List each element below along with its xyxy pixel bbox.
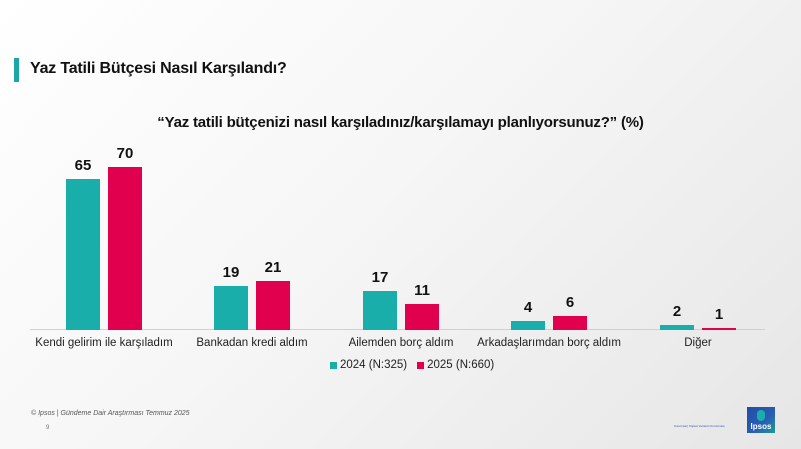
category-label: Ailemden borç aldım [348,337,454,349]
value-label: 6 [565,294,575,311]
bar-2025 [256,281,290,330]
value-label: 19 [222,264,240,281]
legend-swatch [330,361,337,369]
category-label: Kendi gelirim ile karşıladım [35,337,173,349]
chart-baseline [30,329,765,330]
legend-label: 2024 (N:325) [340,359,408,371]
source-footer: © Ipsos | Gündeme Dair Araştırması Temmu… [31,410,190,417]
bar-2024 [66,179,100,330]
category-label: Bankadan kredi aldım [196,337,308,349]
bar-group-kendi-gelirim: 65 70 [30,140,178,330]
value-label: 70 [116,145,134,162]
title-accent-bar [14,58,19,82]
value-label: 11 [414,282,430,299]
page-number: 9 [46,425,50,431]
chart-legend: 2024 (N:325) 2025 (N:660) [330,359,494,371]
value-label: 4 [523,299,533,316]
chart-title: “Yaz tatili bütçenizi nasıl karşıladınız… [157,114,644,131]
legend-swatch [417,361,425,369]
value-label: 21 [264,259,282,276]
logo-mark-icon [757,410,765,421]
value-label: 2 [672,303,682,320]
classification-note: Kurumsal | Kişisel Verilerin Korunması [674,424,725,428]
bar-2025 [108,167,142,330]
legend-item-2025: 2025 (N:660) [417,359,494,371]
legend-label: 2025 (N:660) [427,359,495,371]
value-label: 17 [371,269,389,286]
bar-chart: 65 70 19 21 17 11 4 6 2 1 [30,140,765,330]
bar-group-diger: 2 1 [624,140,772,330]
value-label: 65 [74,157,92,174]
page-title: Yaz Tatili Bütçesi Nasıl Karşılandı? [30,60,287,77]
bar-2025 [553,316,587,330]
logo-text: Ipsos [750,422,772,431]
value-label: 1 [714,306,724,323]
bar-2024 [660,325,694,330]
category-label: Diğer [684,337,712,349]
bar-group-arkadaslarimdan-borc: 4 6 [475,140,623,330]
bar-group-ailemden-borc: 17 11 [327,140,475,330]
bar-2025 [702,328,736,330]
bar-2024 [363,291,397,330]
bar-2024 [214,286,248,330]
category-label: Arkadaşlarımdan borç aldım [477,337,621,349]
bar-2024 [511,321,545,330]
bar-group-bankadan-kredi: 19 21 [178,140,326,330]
legend-item-2024: 2024 (N:325) [330,359,407,371]
ipsos-logo: Ipsos [747,407,775,433]
bar-2025 [405,304,439,330]
